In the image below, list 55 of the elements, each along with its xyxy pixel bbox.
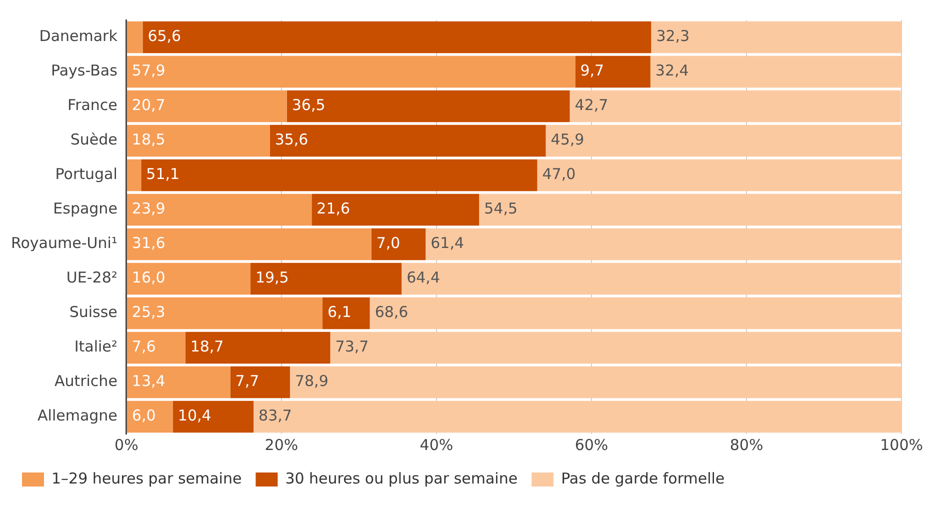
y-tick-label: Autriche — [54, 372, 118, 390]
data-label: 25,3 — [132, 303, 166, 322]
data-label: 32,3 — [656, 27, 690, 46]
data-label: 19,5 — [255, 268, 289, 287]
data-label: 31,6 — [132, 234, 166, 252]
data-label: 36,5 — [292, 96, 326, 114]
legend-label: Pas de garde formelle — [561, 469, 725, 488]
data-label: 21,6 — [316, 200, 350, 218]
data-label: 47,0 — [542, 165, 576, 184]
data-label: 13,4 — [132, 372, 166, 390]
data-label: 20,7 — [132, 96, 166, 114]
data-label: 54,5 — [484, 200, 518, 218]
data-label: 68,6 — [374, 303, 408, 322]
y-tick-label: Portugal — [55, 165, 118, 184]
x-tick-label: 20% — [264, 436, 298, 454]
data-label: 7,7 — [235, 372, 260, 390]
data-label: 10,4 — [178, 406, 212, 425]
y-tick-label: Allemagne — [38, 406, 118, 425]
data-label: 16,0 — [132, 268, 166, 287]
data-label: 83,7 — [258, 406, 292, 425]
data-label: 6,1 — [328, 303, 352, 322]
data-label: 6,0 — [132, 406, 156, 425]
x-tick-label: 40% — [420, 436, 454, 454]
y-tick-label: Danemark — [39, 27, 118, 46]
data-label: 78,9 — [294, 372, 328, 390]
data-label: 9,7 — [580, 62, 604, 80]
data-label: 64,4 — [406, 268, 440, 287]
data-label: 73,7 — [335, 338, 369, 356]
data-label: 32,4 — [655, 62, 689, 80]
data-label: 42,7 — [574, 96, 608, 114]
x-tick-label: 0% — [114, 436, 138, 454]
y-tick-label: Royaume-Uni¹ — [11, 234, 118, 252]
data-label: 23,9 — [132, 200, 166, 218]
legend-label: 1–29 heures par semaine — [52, 469, 242, 488]
data-label: 18,7 — [190, 338, 224, 356]
data-label: 18,5 — [132, 130, 166, 149]
y-tick-label: France — [68, 96, 118, 114]
legend-label: 30 heures ou plus par semaine — [285, 469, 518, 488]
data-label: 35,6 — [274, 130, 308, 149]
data-label: 7,0 — [376, 234, 400, 252]
x-tick-label: 100% — [880, 436, 924, 454]
y-tick-label: Italie² — [74, 338, 118, 356]
y-tick-label: UE-28² — [66, 268, 118, 287]
data-label: 45,9 — [550, 130, 584, 149]
y-tick-label: Suisse — [69, 303, 118, 322]
y-tick-label: Pays-Bas — [50, 62, 118, 80]
data-label: 7,6 — [132, 338, 156, 356]
x-tick-label: 60% — [574, 436, 608, 454]
y-tick-label: Espagne — [53, 200, 118, 218]
data-label: 65,6 — [148, 27, 182, 46]
data-label: 51,1 — [146, 165, 180, 184]
data-label: 57,9 — [132, 62, 166, 80]
x-tick-label: 80% — [730, 436, 764, 454]
data-label: 61,4 — [430, 234, 464, 252]
y-tick-label: Suède — [70, 130, 118, 149]
